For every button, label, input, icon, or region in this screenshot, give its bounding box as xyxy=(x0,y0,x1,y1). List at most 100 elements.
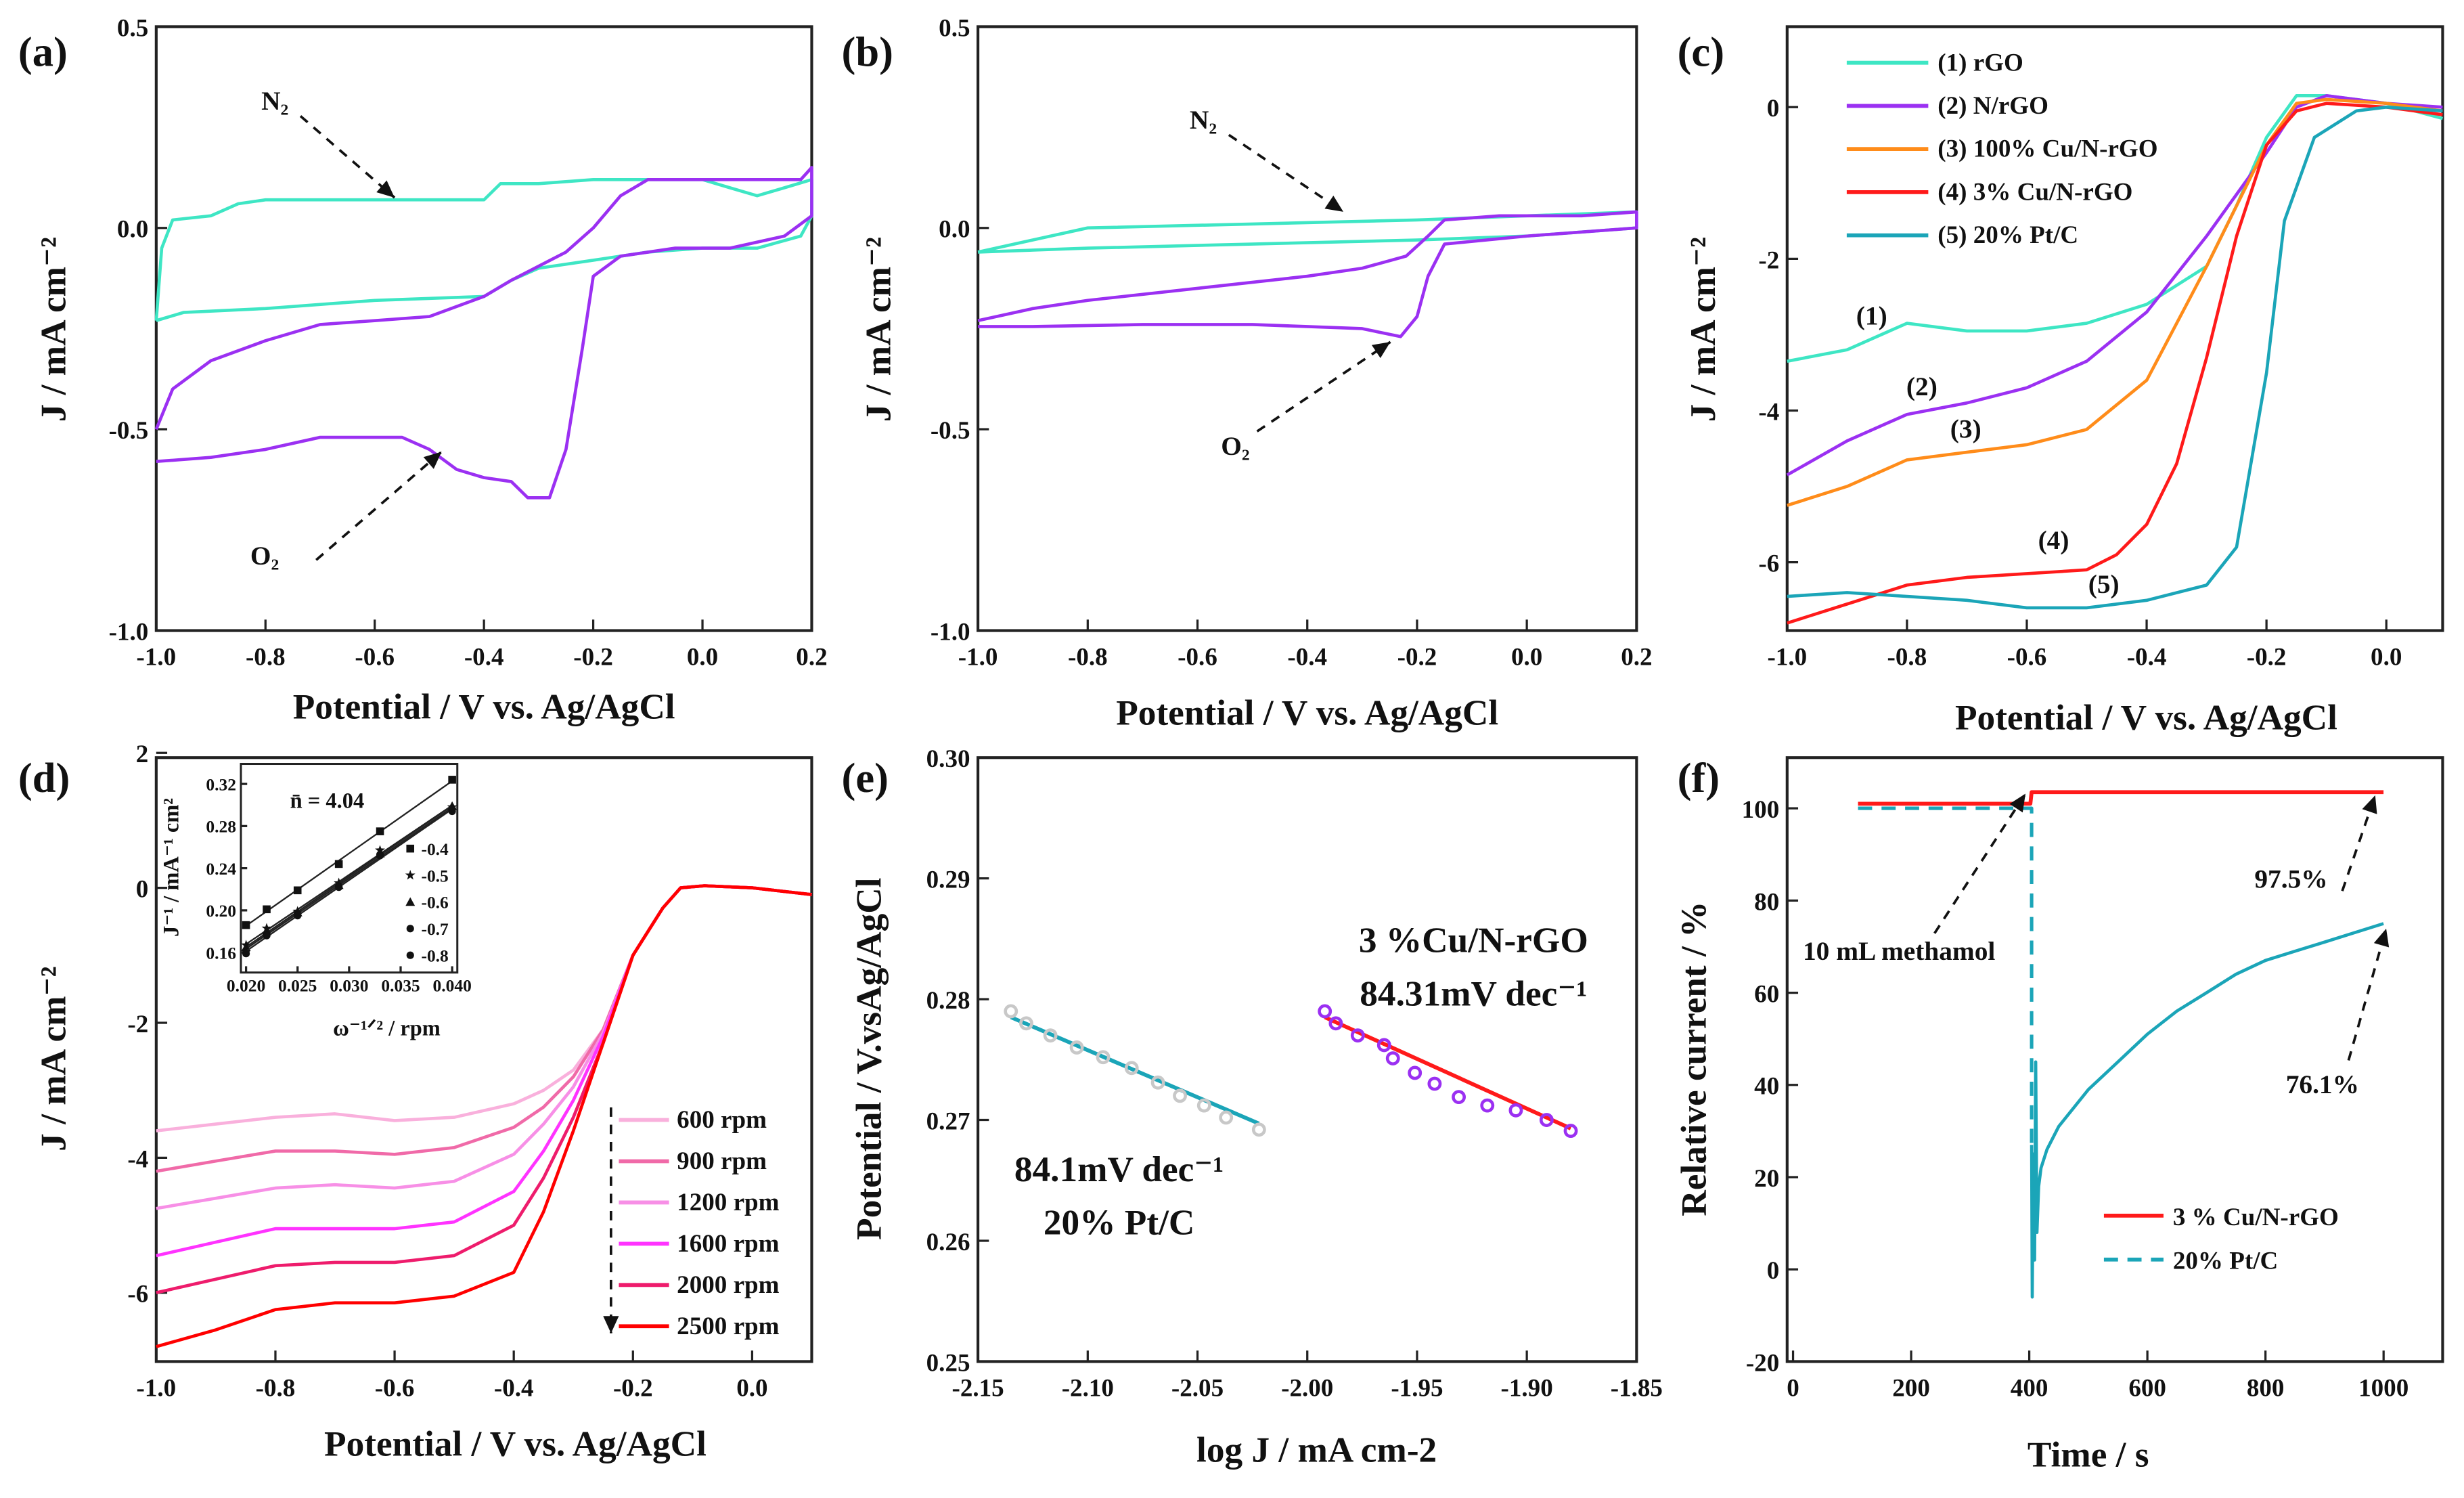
y-tick-label: 0.26 xyxy=(926,1229,970,1256)
legend-label: -0.4 xyxy=(421,839,449,859)
y-tick-label: -4 xyxy=(127,1145,148,1173)
plot-frame xyxy=(1785,756,2444,1363)
plot-frame xyxy=(977,25,1638,632)
data-point xyxy=(1251,1122,1266,1137)
data-point xyxy=(1385,1051,1400,1065)
data-point xyxy=(1350,1028,1365,1043)
x-tick-label: -2.05 xyxy=(1171,1374,1224,1402)
x-tick-label: 0.2 xyxy=(1621,644,1652,671)
o2-arrow xyxy=(1256,340,1391,433)
o2-label: O₂ xyxy=(250,541,279,571)
series-n2-curve xyxy=(977,210,1638,254)
y-tick-label: 40 xyxy=(1754,1073,1779,1101)
legend-label: (3) 100% Cu/N-rGO xyxy=(1937,135,2157,163)
data-point xyxy=(1508,1103,1523,1118)
x-tick-label: 0.0 xyxy=(1511,644,1542,671)
x-tick-label: 600 xyxy=(2128,1374,2166,1402)
data-point xyxy=(1196,1098,1211,1113)
y-tick-label: 0.5 xyxy=(939,14,970,42)
data-point xyxy=(1376,1038,1391,1053)
y-axis-label: J / mA cm⁻² xyxy=(858,237,898,422)
x-tick-label: -0.6 xyxy=(2007,644,2047,671)
fit-line xyxy=(245,780,453,927)
series-curve-3 xyxy=(1787,97,2443,507)
series-curve-5 xyxy=(1787,105,2443,610)
x-tick-label: -0.6 xyxy=(355,644,395,671)
x-tick-label: -0.8 xyxy=(256,1374,296,1402)
legend-label: 2500 rpm xyxy=(677,1313,779,1340)
o2-arrow-head xyxy=(423,451,442,469)
x-tick-label: -0.2 xyxy=(613,1374,653,1402)
series-curve-2500rpm xyxy=(156,884,812,1348)
x-tick-label: -0.4 xyxy=(494,1374,534,1402)
legend-label: 900 rpm xyxy=(677,1147,767,1175)
data-point xyxy=(1043,1028,1058,1043)
x-tick-label: -0.2 xyxy=(2247,644,2287,671)
x-axis-label: Potential / V vs. Ag/AgCl xyxy=(1116,693,1498,733)
pt-c-curve xyxy=(2030,922,2384,1299)
y-tick-label: 80 xyxy=(1754,888,1779,916)
slope-label: 84.31mV dec⁻¹ xyxy=(1360,973,1587,1013)
n2-arrow xyxy=(299,115,396,199)
x-tick-label: 0.030 xyxy=(330,976,368,996)
y-tick-label: 20 xyxy=(1754,1165,1779,1193)
legend-label: -0.5 xyxy=(421,866,448,885)
legend-label: (1) rGO xyxy=(1937,49,2023,76)
data-point xyxy=(294,912,302,920)
x-tick-label: -0.8 xyxy=(1887,644,1927,671)
data-point xyxy=(1408,1065,1423,1080)
x-tick-label: 0.0 xyxy=(2371,644,2402,671)
panel-label: (f) xyxy=(1678,754,1720,801)
n2-label: N₂ xyxy=(1190,105,1217,135)
series-n2-curve xyxy=(154,178,813,322)
o2-arrow-head xyxy=(1371,342,1391,358)
legend-label: 2000 rpm xyxy=(677,1271,779,1299)
data-point xyxy=(448,807,456,816)
legend-label: 1200 rpm xyxy=(677,1189,779,1216)
x-tick-label: -2.00 xyxy=(1281,1374,1333,1402)
x-tick-label: -0.8 xyxy=(1068,644,1108,671)
data-point xyxy=(1069,1040,1084,1055)
data-point xyxy=(1318,1004,1332,1019)
y-tick-label: 0 xyxy=(1767,95,1780,123)
data-point xyxy=(1539,1113,1554,1127)
series-label: 3 %Cu/N-rGO xyxy=(1359,921,1588,961)
x-tick-label: 0.0 xyxy=(736,1374,767,1402)
data-point xyxy=(263,931,271,940)
x-tick-label: 400 xyxy=(2011,1374,2048,1402)
n2-arrow xyxy=(1228,133,1345,213)
x-tick-label: -0.8 xyxy=(246,644,286,671)
data-point xyxy=(1124,1061,1139,1076)
plot-frame xyxy=(154,756,813,1363)
x-tick-label: -0.2 xyxy=(1397,644,1437,671)
y-tick-label: 0.16 xyxy=(206,943,236,963)
y-tick-label: -6 xyxy=(127,1281,148,1308)
legend-marker xyxy=(406,844,415,853)
fit-line xyxy=(245,805,453,948)
x-tick-label: -0.6 xyxy=(1178,644,1217,671)
x-tick-label: 1000 xyxy=(2358,1374,2409,1402)
x-tick-label: 0.0 xyxy=(687,644,718,671)
x-tick-label: 0.025 xyxy=(278,976,317,996)
fit-line xyxy=(245,807,453,950)
cu-retention-arrow-head xyxy=(2362,795,2377,814)
data-point xyxy=(1150,1075,1165,1090)
x-tick-label: 0.2 xyxy=(796,644,827,671)
y-tick-label: 0.28 xyxy=(926,987,970,1015)
data-point xyxy=(1004,1004,1018,1019)
legend-marker xyxy=(405,897,416,906)
panel-label: (b) xyxy=(841,28,893,75)
panel-d xyxy=(154,751,813,1363)
x-axis-label: Potential / V vs. Ag/AgCl xyxy=(1955,698,2337,738)
y-tick-label: -2 xyxy=(1758,246,1779,274)
pt-retention-arrow xyxy=(2347,928,2388,1061)
y-tick-label: 0.28 xyxy=(206,817,236,837)
legend-label: 1600 rpm xyxy=(677,1230,779,1258)
x-tick-label: -0.6 xyxy=(375,1374,415,1402)
panel-a xyxy=(154,25,813,632)
y-tick-label: 0.27 xyxy=(926,1107,970,1135)
x-tick-label: -2.15 xyxy=(951,1374,1004,1402)
x-tick-label: -1.0 xyxy=(137,644,177,671)
data-point xyxy=(242,921,250,929)
legend-label: -0.6 xyxy=(421,893,448,912)
